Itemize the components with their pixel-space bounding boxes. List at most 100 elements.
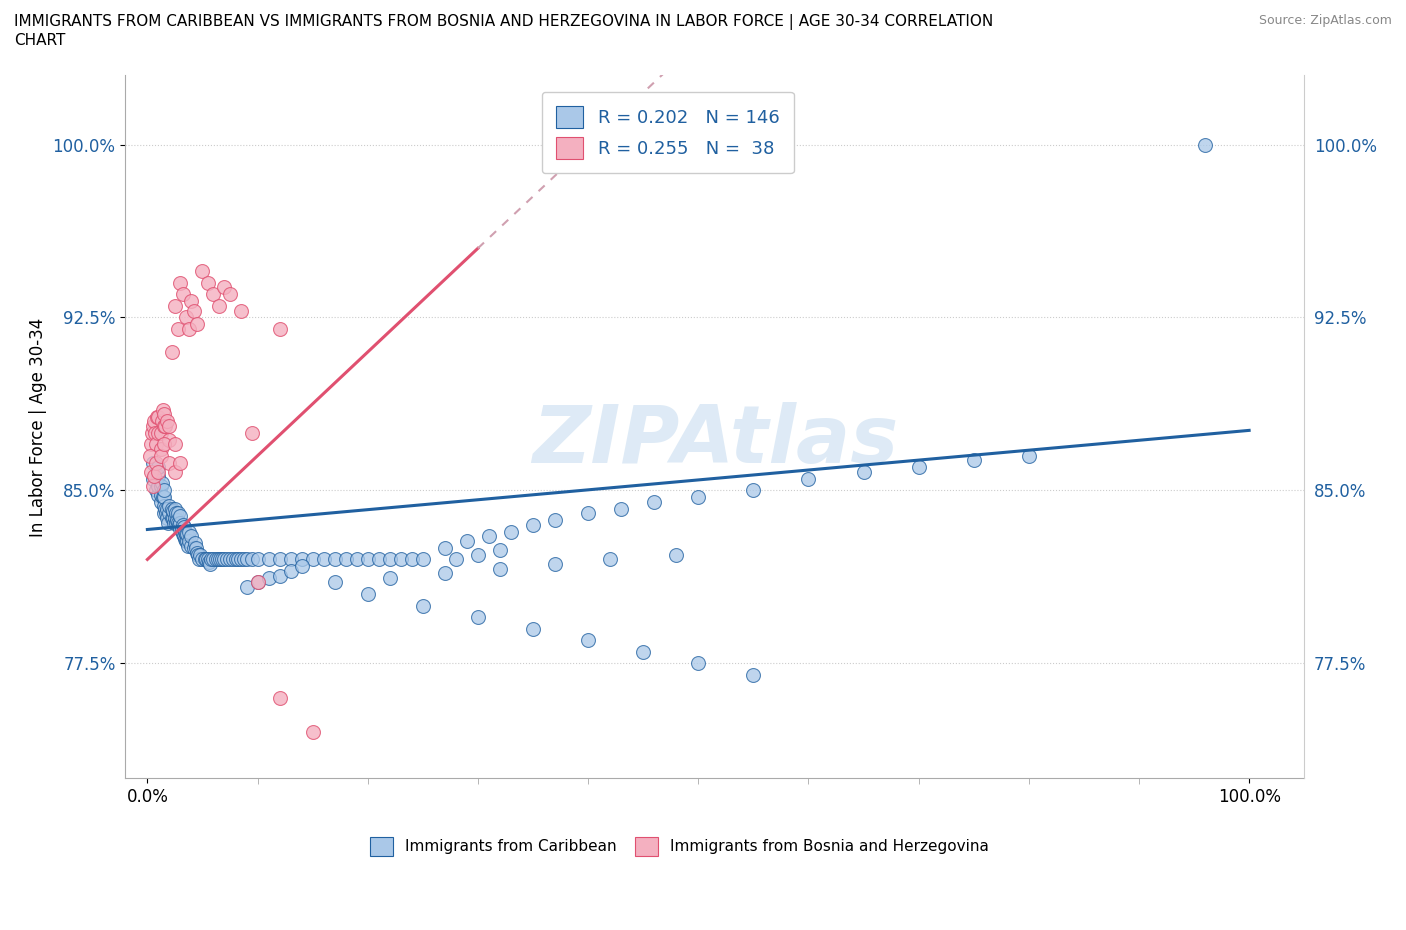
Point	[148, 409, 170, 424]
Point	[226, 552, 249, 567]
Point	[145, 483, 167, 498]
Point	[162, 504, 184, 519]
Point	[163, 515, 186, 530]
Point	[153, 506, 176, 521]
Point	[235, 579, 257, 594]
Point	[143, 414, 166, 429]
Point	[544, 512, 567, 527]
Point	[145, 455, 167, 470]
Point	[149, 448, 172, 463]
Point	[665, 548, 688, 563]
Point	[235, 552, 257, 567]
Point	[169, 508, 191, 523]
Point	[167, 506, 190, 521]
Point	[156, 414, 179, 429]
Point	[225, 552, 247, 567]
Point	[1194, 137, 1216, 152]
Point	[599, 552, 621, 567]
Point	[165, 506, 187, 521]
Point	[150, 414, 173, 429]
Point	[153, 490, 176, 505]
Point	[149, 478, 172, 493]
Point	[219, 287, 242, 302]
Point	[149, 442, 172, 457]
Point	[240, 552, 263, 567]
Point	[257, 552, 280, 567]
Point	[157, 499, 180, 514]
Point	[522, 517, 544, 532]
Point	[148, 487, 170, 502]
Point	[153, 406, 176, 421]
Point	[176, 534, 198, 549]
Point	[194, 552, 217, 567]
Point	[173, 525, 195, 539]
Point	[163, 501, 186, 516]
Point	[149, 495, 172, 510]
Point	[166, 512, 188, 527]
Point	[202, 287, 225, 302]
Point	[163, 299, 186, 313]
Point	[246, 552, 269, 567]
Point	[169, 517, 191, 532]
Point	[742, 667, 765, 682]
Point	[188, 548, 211, 563]
Point	[155, 506, 177, 521]
Point	[170, 522, 193, 537]
Text: ZIPAtlas: ZIPAtlas	[531, 402, 898, 480]
Point	[157, 515, 180, 530]
Point	[172, 517, 194, 532]
Point	[742, 483, 765, 498]
Point	[544, 557, 567, 572]
Point	[183, 540, 205, 555]
Point	[138, 448, 160, 463]
Point	[169, 515, 191, 530]
Point	[215, 552, 238, 567]
Point	[467, 610, 489, 625]
Point	[153, 418, 176, 433]
Point	[576, 632, 599, 647]
Point	[146, 409, 169, 424]
Point	[177, 538, 200, 553]
Point	[142, 455, 165, 470]
Point	[148, 478, 170, 493]
Point	[229, 552, 252, 567]
Point	[186, 545, 208, 560]
Point	[204, 552, 226, 567]
Point	[139, 464, 162, 479]
Point	[180, 538, 202, 553]
Point	[412, 598, 434, 613]
Point	[152, 402, 174, 417]
Point	[301, 552, 323, 567]
Point	[152, 490, 174, 505]
Point	[323, 552, 346, 567]
Point	[202, 552, 225, 567]
Point	[444, 552, 467, 567]
Point	[378, 570, 401, 585]
Point	[173, 520, 195, 535]
Point	[280, 552, 302, 567]
Point	[143, 469, 166, 484]
Point	[174, 534, 197, 549]
Point	[148, 425, 170, 440]
Point	[222, 552, 245, 567]
Point	[499, 525, 522, 539]
Point	[165, 515, 187, 530]
Point	[200, 552, 222, 567]
Point	[142, 472, 165, 486]
Point	[197, 275, 219, 290]
Point	[1018, 448, 1040, 463]
Point	[184, 536, 207, 551]
Point	[149, 425, 172, 440]
Point	[211, 552, 233, 567]
Point	[367, 552, 389, 567]
Point	[160, 511, 183, 525]
Point	[153, 418, 176, 433]
Point	[176, 526, 198, 541]
Point	[172, 526, 194, 541]
Point	[433, 540, 456, 555]
Point	[179, 322, 201, 337]
Point	[142, 478, 165, 493]
Point	[335, 552, 357, 567]
Point	[797, 472, 820, 486]
Point	[963, 453, 986, 468]
